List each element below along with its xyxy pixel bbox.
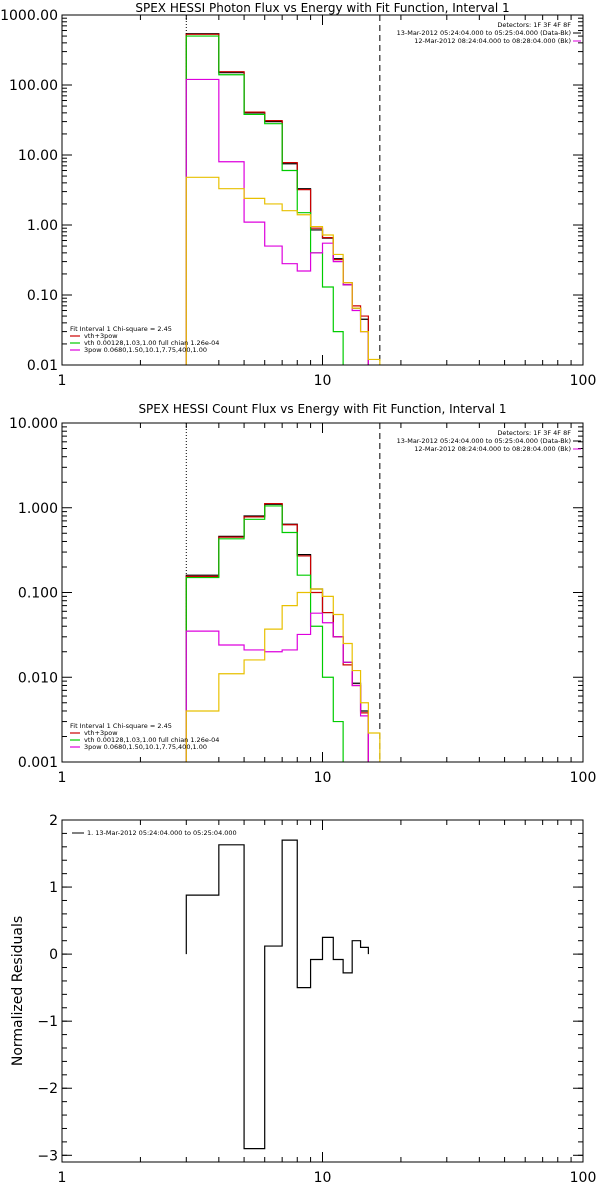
photon-flux-legend-label: 3pow 0.0680,1.50,10.1,7.75,400,1.00 bbox=[84, 346, 207, 354]
photon-flux-panel: SPEX HESSI Photon Flux vs Energy with Fi… bbox=[0, 1, 597, 389]
photon-flux-y-tick-label: 10.00 bbox=[18, 148, 58, 164]
residuals-ylabel: Normalized Residuals bbox=[10, 916, 26, 1066]
count-flux-frame bbox=[61, 422, 584, 763]
count-flux-x-tick-label: 10 bbox=[314, 770, 332, 786]
photon-flux-y-tick-label: 0.10 bbox=[27, 288, 58, 304]
count-flux-y-tick-label: 0.100 bbox=[18, 586, 58, 602]
photon-flux-y-tick-label: 100.00 bbox=[9, 78, 58, 94]
count-flux-legend-label: vth+3pow bbox=[84, 729, 118, 737]
count-flux-series-2 bbox=[185, 505, 344, 762]
residuals-legend-label: 1. 13-Mar-2012 05:24:04.000 to 05:25:04.… bbox=[87, 829, 237, 837]
photon-flux-legend-label: vth 0.00128,1.03,1.00 full chian 1.26e-0… bbox=[84, 339, 219, 347]
photon-flux-header-line: 13-Mar-2012 05:24:04.000 to 05:25:04.000… bbox=[397, 29, 571, 37]
count-flux-y-tick-label: 0.010 bbox=[18, 670, 58, 686]
photon-flux-header-line: 12-Mar-2012 08:24:04.000 to 08:28:04.000… bbox=[414, 37, 571, 45]
photon-flux-data bbox=[185, 15, 381, 365]
count-flux-x-tick-label: 1 bbox=[58, 770, 67, 786]
photon-flux-series-0 bbox=[185, 33, 369, 365]
count-flux-header-line: 12-Mar-2012 08:24:04.000 to 08:28:04.000… bbox=[414, 445, 571, 453]
count-flux-y-tick-label: 0.001 bbox=[18, 755, 58, 771]
photon-flux-legend-label: vth+3pow bbox=[84, 332, 118, 340]
residuals-data bbox=[185, 839, 369, 1150]
residuals-frame bbox=[61, 819, 584, 1163]
count-flux-y-tick-label: 10.000 bbox=[9, 416, 58, 432]
count-flux-title: SPEX HESSI Count Flux vs Energy with Fit… bbox=[138, 402, 506, 416]
residuals-y-tick-label: 2 bbox=[49, 813, 58, 829]
photon-flux-y-tick-label: 1.00 bbox=[27, 218, 58, 234]
count-flux-series-1 bbox=[185, 502, 369, 762]
residuals-panel: Normalized Residuals 1 10 100 −3 −2 −1 0 1 2 1. 13… bbox=[10, 813, 596, 1186]
photon-flux-series-1 bbox=[185, 33, 369, 365]
photon-flux-x-tick-label: 10 bbox=[314, 373, 332, 389]
photon-flux-series-4 bbox=[185, 176, 381, 365]
count-flux-legend-label: 3pow 0.0680,1.50,10.1,7.75,400,1.00 bbox=[84, 743, 207, 751]
count-flux-y-tick-label: 1.000 bbox=[18, 501, 58, 517]
count-flux-fit-caption: Fit Interval 1 Chi-square = 2.45 bbox=[70, 722, 172, 730]
photon-flux-title: SPEX HESSI Photon Flux vs Energy with Fi… bbox=[135, 1, 509, 15]
count-flux-x-tick-label: 100 bbox=[570, 770, 597, 786]
photon-flux-fit-caption: Fit Interval 1 Chi-square = 2.45 bbox=[70, 325, 172, 333]
count-flux-series-4 bbox=[185, 588, 381, 762]
count-flux-header-line: Detectors: 1F 3F 4F 8F bbox=[497, 429, 571, 437]
count-flux-series-3 bbox=[185, 612, 369, 762]
residuals-series-0 bbox=[185, 839, 369, 1150]
residuals-x-tick-label: 100 bbox=[570, 1170, 597, 1186]
photon-flux-y-tick-label: 1000.00 bbox=[0, 8, 58, 24]
count-flux-header-line: 13-Mar-2012 05:24:04.000 to 05:25:04.000… bbox=[397, 437, 571, 445]
photon-flux-y-tick-label: 0.01 bbox=[27, 358, 58, 374]
residuals-y-tick-label: −2 bbox=[37, 1081, 58, 1097]
count-flux-data bbox=[185, 423, 381, 762]
residuals-y-tick-label: −3 bbox=[37, 1148, 58, 1164]
photon-flux-x-tick-label: 100 bbox=[570, 373, 597, 389]
residuals-x-tick-label: 10 bbox=[314, 1170, 332, 1186]
residuals-y-tick-label: 1 bbox=[49, 880, 58, 896]
count-flux-series-0 bbox=[185, 503, 369, 762]
count-flux-panel: SPEX HESSI Count Flux vs Energy with Fit… bbox=[9, 402, 597, 786]
count-flux-legend-label: vth 0.00128,1.03,1.00 full chian 1.26e-0… bbox=[84, 736, 219, 744]
residuals-x-tick-label: 1 bbox=[58, 1170, 67, 1186]
photon-flux-x-tick-label: 1 bbox=[58, 373, 67, 389]
photon-flux-header-line: Detectors: 1F 3F 4F 8F bbox=[497, 21, 571, 29]
residuals-y-tick-label: 0 bbox=[49, 947, 58, 963]
photon-flux-series-2 bbox=[185, 35, 344, 365]
residuals-y-tick-label: −1 bbox=[37, 1014, 58, 1030]
photon-flux-frame bbox=[61, 14, 584, 366]
